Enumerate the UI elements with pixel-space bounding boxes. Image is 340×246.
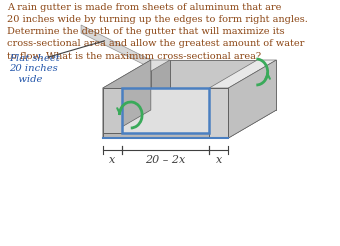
Polygon shape (103, 88, 122, 138)
Polygon shape (81, 25, 151, 68)
Polygon shape (170, 105, 257, 110)
Text: A rain gutter is made from sheets of aluminum that are
20 inches wide by turning: A rain gutter is made from sheets of alu… (7, 3, 308, 61)
Polygon shape (209, 60, 276, 88)
Polygon shape (122, 105, 257, 133)
Polygon shape (122, 88, 209, 133)
Polygon shape (151, 60, 170, 110)
Polygon shape (170, 60, 257, 105)
Text: Flat sheet
20 inches
   wide: Flat sheet 20 inches wide (9, 54, 60, 84)
Text: x: x (109, 155, 116, 165)
Polygon shape (209, 88, 228, 138)
Polygon shape (103, 60, 151, 138)
Polygon shape (228, 60, 276, 138)
Polygon shape (257, 60, 276, 110)
Polygon shape (103, 110, 276, 138)
Text: x: x (216, 155, 222, 165)
Polygon shape (103, 60, 170, 88)
Text: 20 – 2x: 20 – 2x (146, 155, 186, 165)
Polygon shape (103, 133, 228, 138)
